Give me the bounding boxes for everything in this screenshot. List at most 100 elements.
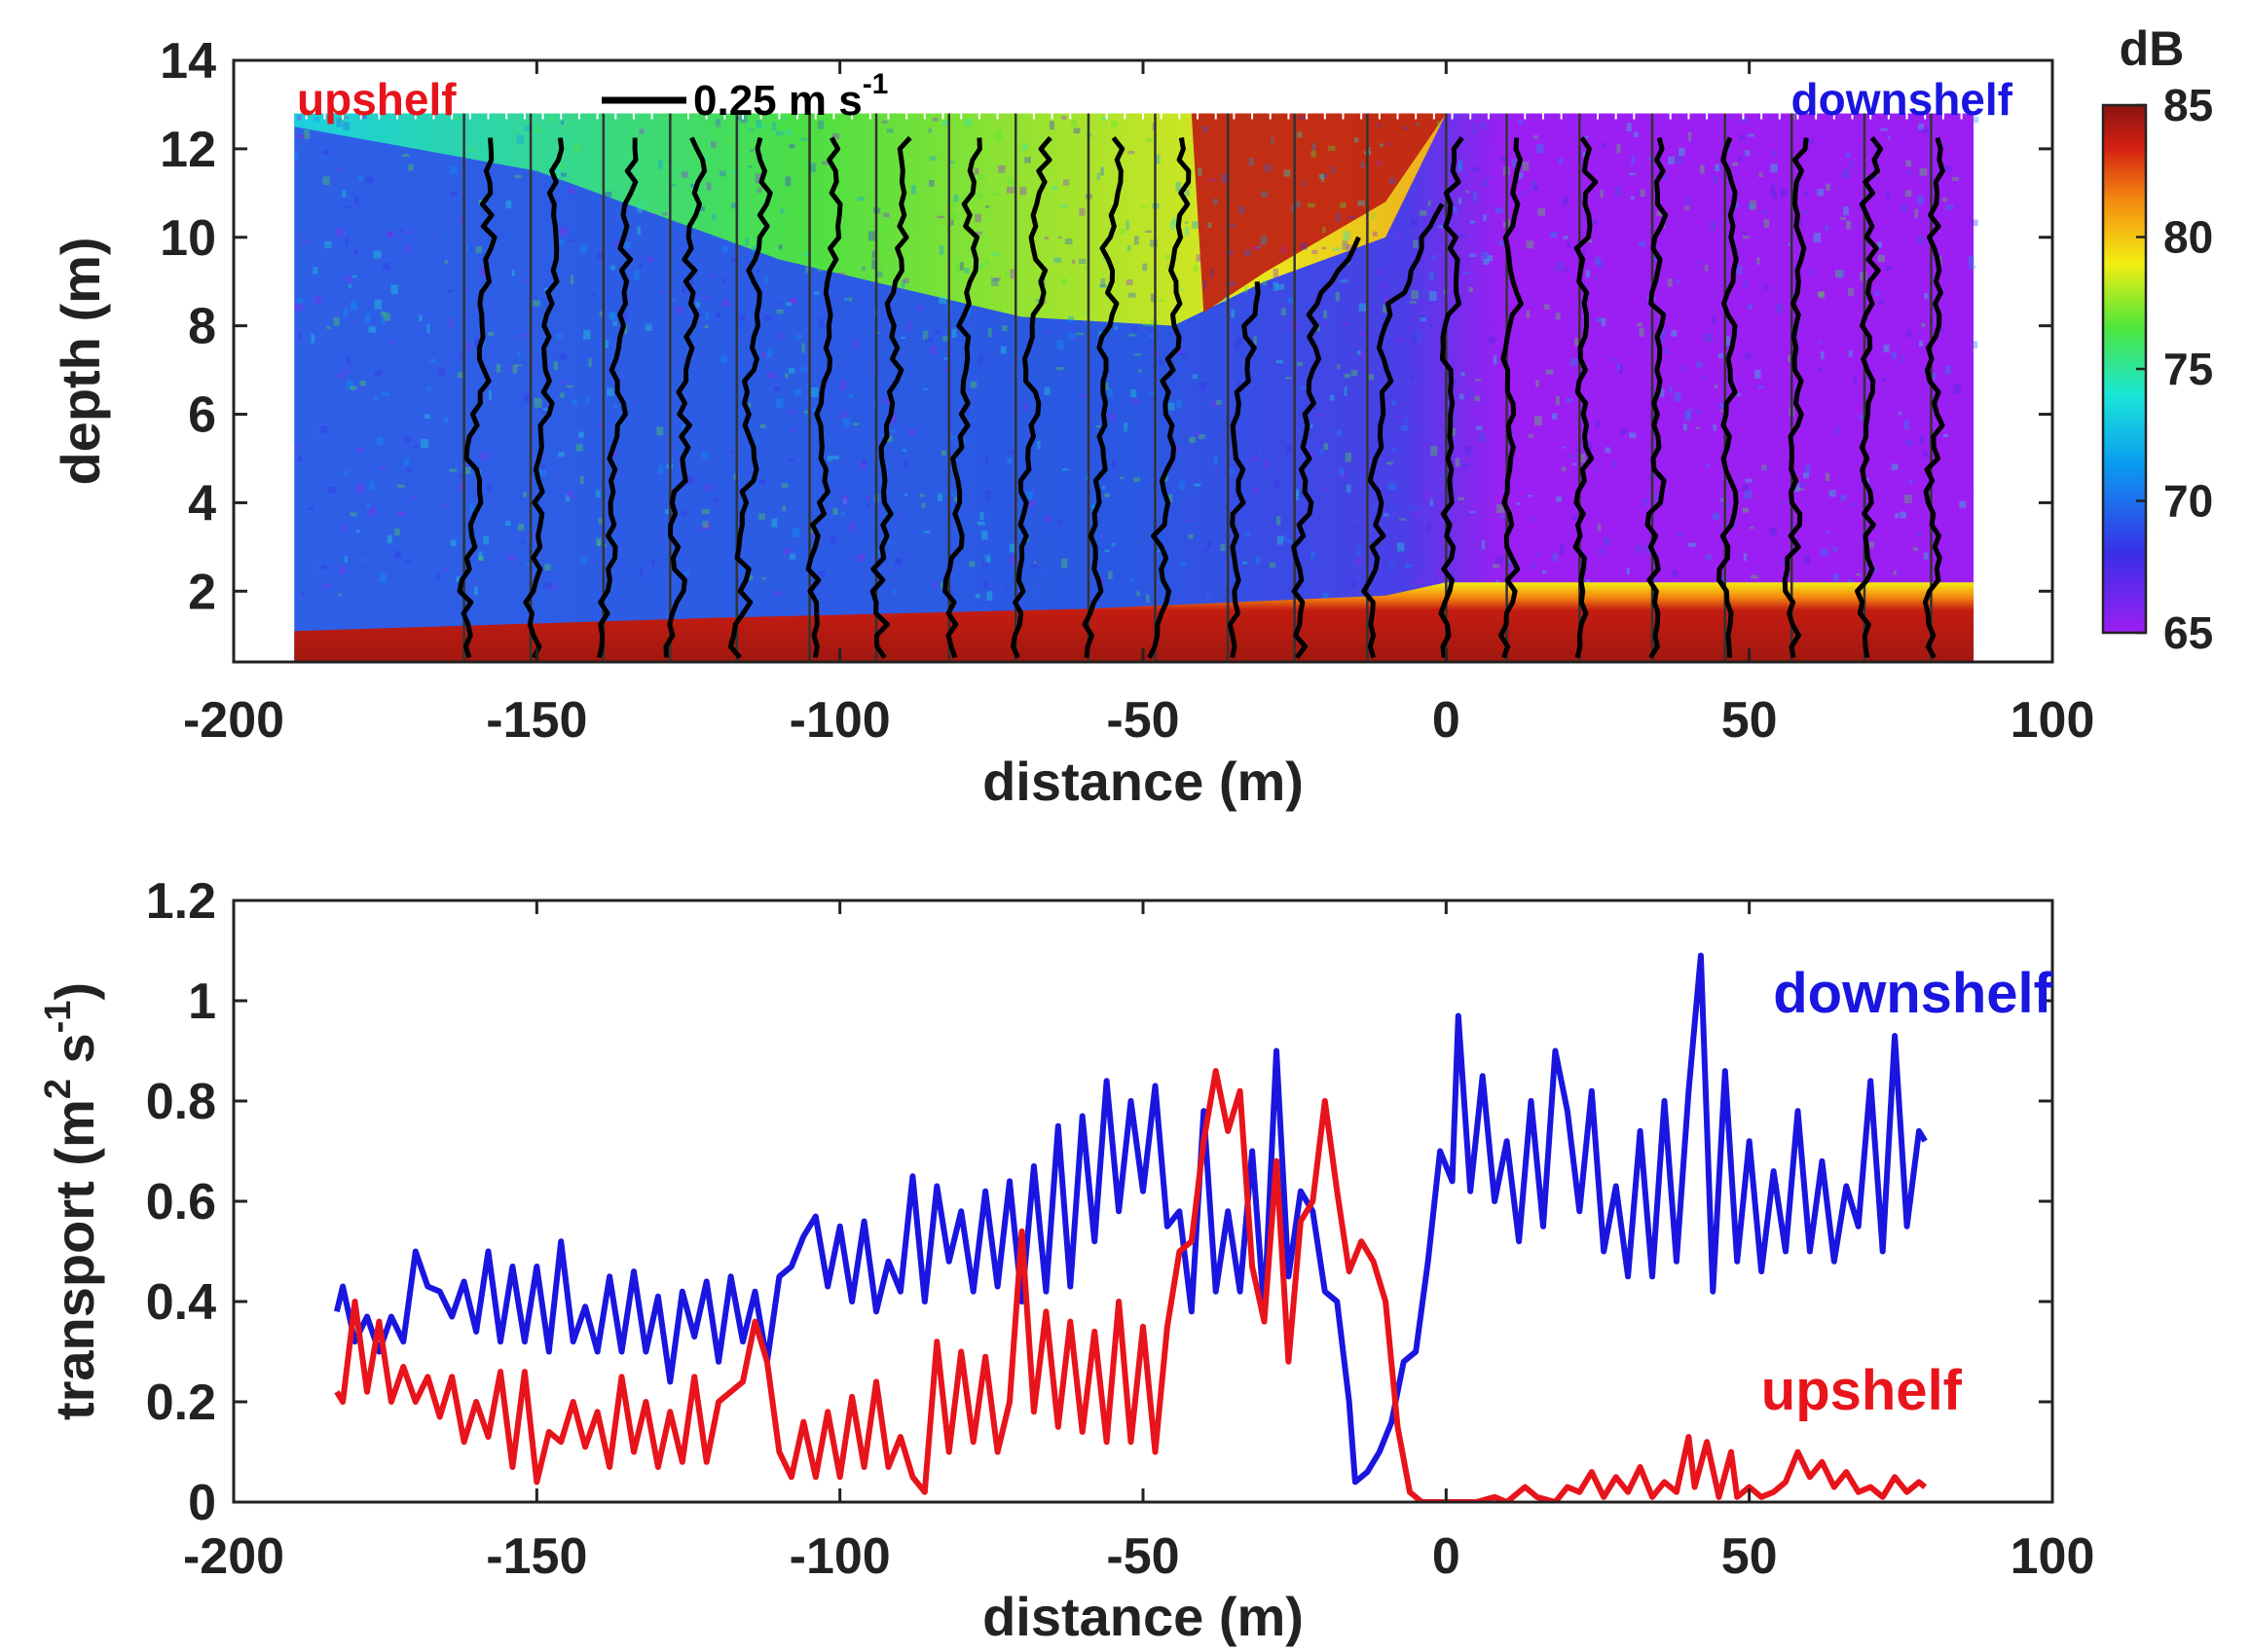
- x-tick-label: -100: [790, 1528, 891, 1585]
- heatmap-speckle: [862, 266, 866, 272]
- heatmap-speckle: [357, 447, 363, 454]
- heatmap-speckle: [682, 259, 686, 269]
- heatmap-speckle: [1883, 344, 1890, 353]
- heatmap-speckle: [917, 305, 923, 312]
- x-tick-label: 100: [2011, 1528, 2095, 1585]
- heatmap-speckle: [456, 576, 462, 582]
- heatmap-speckle: [703, 522, 712, 530]
- heatmap-speckle: [1192, 221, 1199, 229]
- heatmap-speckle: [612, 240, 621, 245]
- heatmap-speckle: [919, 433, 924, 437]
- heatmap-speckle: [374, 370, 383, 377]
- heatmap-speckle: [1344, 386, 1347, 396]
- heatmap-speckle: [588, 357, 592, 368]
- heatmap-speckle: [1138, 369, 1142, 373]
- heatmap-speckle: [560, 392, 565, 398]
- heatmap-speckle: [1943, 165, 1952, 172]
- heatmap-speckle: [932, 117, 939, 122]
- heatmap-speckle: [1411, 220, 1418, 226]
- velocity-profiles: [457, 113, 1945, 662]
- heatmap-speckle: [442, 503, 448, 506]
- heatmap-speckle: [1024, 157, 1031, 164]
- heatmap-speckle: [381, 311, 387, 317]
- heatmap-speckle: [1825, 225, 1828, 232]
- heatmap-speckle: [681, 511, 687, 516]
- heatmap-speckle: [1372, 502, 1379, 510]
- heatmap-speckle: [568, 188, 575, 194]
- heatmap-speckle: [1403, 417, 1408, 423]
- heatmap-speckle: [346, 356, 351, 366]
- heatmap-speckle: [367, 276, 373, 286]
- heatmap-speckle: [421, 439, 428, 449]
- heatmap-speckle: [1942, 198, 1948, 202]
- heatmap-speckle: [1905, 170, 1913, 174]
- heatmap-speckle: [351, 301, 358, 311]
- heatmap-speckle: [1652, 255, 1659, 261]
- heatmap-speckle: [591, 267, 597, 275]
- heatmap-speckle: [457, 359, 463, 363]
- heatmap-speckle: [1737, 189, 1742, 196]
- heatmap-speckle: [453, 117, 460, 120]
- heatmap-speckle: [1953, 384, 1962, 394]
- heatmap-speckle: [508, 554, 515, 561]
- heatmap-speckle: [1058, 236, 1062, 239]
- heatmap-speckle: [523, 278, 528, 281]
- heatmap-speckle: [1574, 338, 1580, 346]
- heatmap-speckle: [910, 184, 917, 195]
- heatmap-speckle: [1757, 385, 1764, 388]
- heatmap-speckle: [1004, 271, 1010, 276]
- heatmap-speckle: [966, 405, 971, 415]
- heatmap-speckle: [296, 114, 302, 121]
- heatmap-speckle: [976, 192, 983, 199]
- heatmap-speckle: [1904, 190, 1912, 198]
- heatmap-speckle: [1156, 154, 1161, 165]
- heatmap-speckle: [761, 352, 766, 357]
- heatmap-speckle: [585, 396, 590, 404]
- heatmap-speckle: [855, 513, 863, 520]
- heatmap-speckle: [928, 128, 932, 133]
- heatmap-speckle: [1428, 272, 1434, 280]
- heatmap-speckle: [1851, 117, 1855, 124]
- heatmap-speckle: [903, 449, 907, 452]
- heatmap-speckle: [786, 302, 793, 307]
- heatmap-speckle: [1549, 232, 1557, 239]
- heatmap-speckle: [570, 275, 574, 285]
- heatmap-speckle: [1942, 145, 1948, 148]
- heatmap-speckle: [999, 440, 1004, 444]
- heatmap-speckle: [1405, 556, 1414, 560]
- heatmap-speckle: [579, 475, 584, 484]
- heatmap-speckle: [1264, 164, 1272, 172]
- heatmap-speckle: [1720, 497, 1727, 502]
- heatmap-speckle: [1661, 328, 1667, 337]
- heatmap-speckle: [814, 291, 820, 296]
- heatmap-speckle: [1221, 173, 1230, 183]
- heatmap-speckle: [812, 407, 816, 412]
- heatmap-speckle: [1108, 570, 1113, 579]
- heatmap-speckle: [1605, 447, 1611, 454]
- heatmap-speckle: [1356, 559, 1363, 566]
- heatmap-speckle: [1804, 464, 1811, 474]
- heatmap-speckle: [1668, 156, 1676, 165]
- heatmap-speckle: [1355, 546, 1363, 554]
- heatmap-speckle: [1149, 334, 1155, 339]
- heatmap-speckle: [1917, 123, 1925, 130]
- heatmap-speckle: [1145, 137, 1154, 142]
- heatmap-speckle: [1100, 166, 1104, 176]
- heatmap-speckle: [793, 388, 802, 396]
- heatmap-speckle: [1555, 395, 1560, 406]
- heatmap-speckle: [1495, 555, 1503, 564]
- heatmap-speckle: [1130, 388, 1137, 398]
- heatmap-speckle: [1857, 236, 1862, 245]
- heatmap-speckle: [1263, 279, 1267, 286]
- velocity-profile: [1361, 202, 1445, 659]
- heatmap-speckle: [1690, 504, 1697, 514]
- heatmap-speckle: [1590, 220, 1599, 225]
- seabed-layer: [294, 582, 1974, 662]
- heatmap-speckle: [1695, 409, 1701, 415]
- heatmap-speckle: [597, 252, 605, 259]
- heatmap-speckle: [1951, 176, 1960, 181]
- heatmap-speckle: [411, 495, 416, 499]
- heatmap-speckle: [1007, 458, 1013, 464]
- heatmap-speckle: [1650, 256, 1659, 259]
- heatmap-speckle: [1357, 200, 1365, 206]
